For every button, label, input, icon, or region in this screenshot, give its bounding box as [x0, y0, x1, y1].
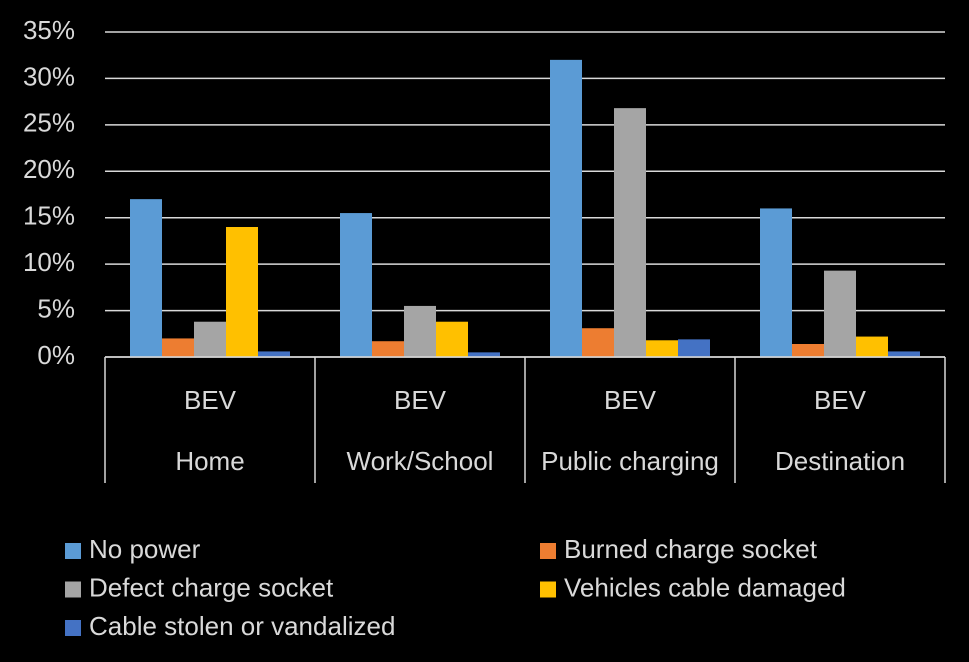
bar [614, 108, 646, 358]
bar [226, 227, 258, 357]
legend-marker [65, 581, 81, 598]
bar [792, 344, 824, 357]
bar [760, 208, 792, 357]
bar [824, 270, 856, 357]
y-tick-label: 20% [23, 154, 75, 184]
y-tick-label: 25% [23, 108, 75, 138]
x-tick-label: Home [175, 446, 244, 476]
legend-label: Vehicles cable damaged [564, 572, 846, 602]
legend-marker [540, 581, 556, 598]
legend-label: No power [89, 534, 201, 564]
x-tick-label: Destination [775, 446, 905, 476]
bar [162, 338, 194, 357]
legend-marker [65, 543, 81, 559]
y-tick-label: 35% [23, 15, 75, 45]
bar [888, 351, 920, 357]
bar [340, 213, 372, 357]
bar [194, 321, 226, 357]
bar [130, 199, 162, 357]
x-subcategory-label: BEV [394, 385, 447, 415]
legend-marker [540, 543, 556, 559]
bar [372, 341, 404, 357]
bar [404, 305, 436, 357]
bar [436, 321, 468, 357]
x-subcategory-label: BEV [604, 385, 657, 415]
y-tick-label: 0% [37, 340, 75, 370]
x-tick-label: Public charging [541, 446, 719, 476]
x-subcategory-label: BEV [184, 385, 237, 415]
bar [678, 339, 710, 357]
bar [646, 340, 678, 357]
bar [550, 59, 582, 357]
y-tick-label: 30% [23, 61, 75, 91]
bar [582, 328, 614, 357]
legend-marker [65, 620, 81, 636]
y-tick-label: 15% [23, 201, 75, 231]
x-subcategory-label: BEV [814, 385, 867, 415]
y-tick-label: 5% [37, 293, 75, 323]
legend-label: Defect charge socket [89, 572, 334, 602]
bar [856, 336, 888, 357]
legend-label: Burned charge socket [564, 534, 818, 564]
x-tick-label: Work/School [347, 446, 494, 476]
legend-label: Cable stolen or vandalized [89, 611, 395, 641]
bar [468, 352, 500, 357]
bar [258, 351, 290, 357]
y-tick-label: 10% [23, 247, 75, 277]
